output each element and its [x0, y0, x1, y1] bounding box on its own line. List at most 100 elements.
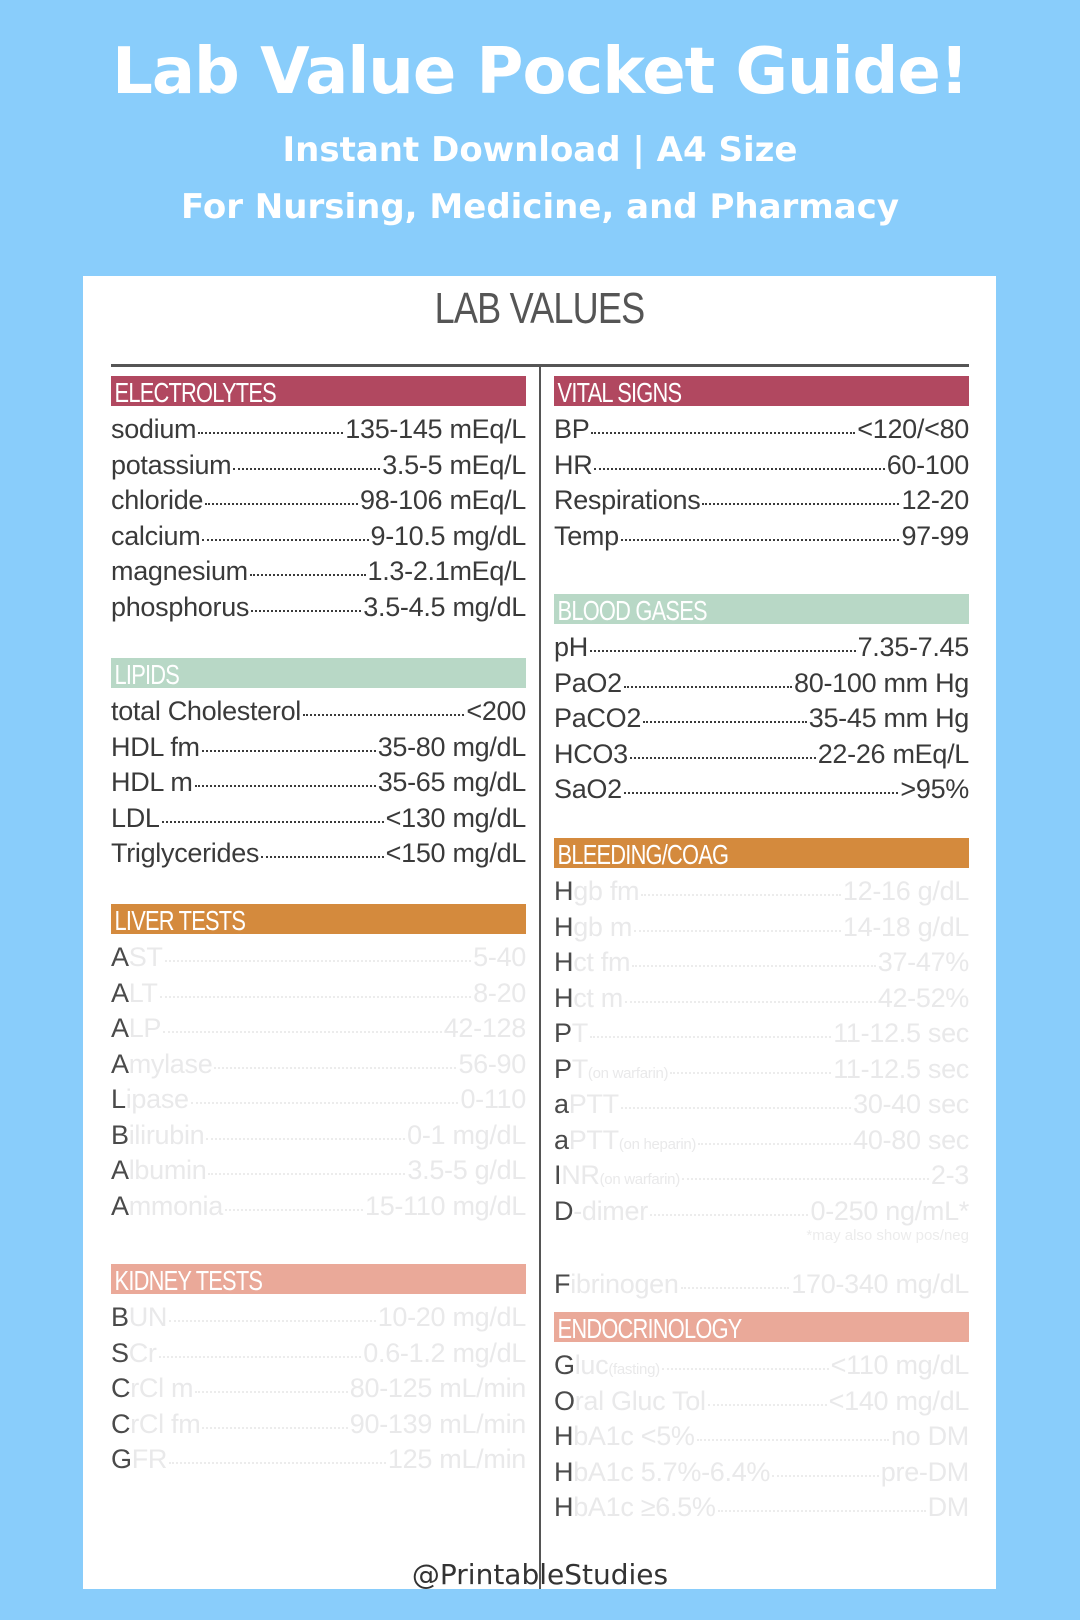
lab-row: Ammonia 15-110 mg/dL [111, 1191, 526, 1227]
dot-leader [623, 685, 793, 688]
section-bleeding-coag: BLEEDING/COAG Hgb fm 12-16 g/dL Hgb m 14-18 … [554, 838, 969, 1305]
lab-row: aPTT 30-40 sec [554, 1089, 969, 1125]
dot-leader [205, 503, 358, 505]
lab-row: Temp 97-99 [554, 521, 969, 557]
section-endocrinology: ENDOCRINOLOGY Gluc (fasting) <110 mg/dL Ora… [554, 1312, 969, 1528]
lab-label: HDL fm [111, 731, 200, 762]
lab-value: 90-139 mL/min [349, 1408, 527, 1439]
dot-leader [169, 1462, 386, 1464]
lab-value: 35-80 mg/dL [377, 731, 527, 762]
lab-row: Bilirubin 0-1 mg/dL [111, 1120, 526, 1156]
lab-label: SaO2 [554, 774, 622, 804]
section-rows: AST 5-40 ALT 8-20 ALP 42-128 Amylase 56-90 Lipas… [111, 942, 526, 1226]
lab-value: 3.5-4.5 mg/dL [363, 591, 526, 622]
lab-label: Fibrinogen [554, 1269, 679, 1299]
lab-value: 11-12.5 sec [833, 1053, 969, 1084]
lab-value: 2-3 [930, 1160, 969, 1190]
lab-label: BUN [111, 1302, 168, 1332]
dot-leader [623, 792, 899, 794]
lab-label: ALT [111, 977, 158, 1008]
dot-leader [620, 538, 900, 541]
dot-leader [161, 820, 384, 823]
lab-row: phosphorus 3.5-4.5 mg/dL [111, 592, 526, 628]
lab-value: 10-20 mg/dL [377, 1302, 527, 1332]
lab-label: Hgb fm [554, 876, 640, 906]
dot-leader [661, 1368, 829, 1370]
lab-row: AST 5-40 [111, 942, 526, 978]
lab-row: Fibrinogen 170-340 mg/dL [554, 1269, 969, 1305]
section-header-label: ELECTROLYTES [114, 377, 277, 406]
lab-qualifier: (on heparin) [618, 1135, 697, 1153]
dot-leader [194, 785, 376, 787]
lab-label: aPTT [554, 1089, 619, 1119]
lab-value: 9-10.5 mg/dL [370, 520, 527, 551]
lab-value: 0-110 [460, 1084, 526, 1114]
lab-label: magnesium [111, 556, 248, 586]
lab-value: 42-128 [443, 1013, 527, 1043]
section-kidney-tests: KIDNEY TESTS BUN 10-20 mg/dL SCr 0.6-1.2 mg/… [111, 1264, 526, 1480]
dot-leader [206, 1137, 406, 1140]
lab-row: PaCO2 35-45 mm Hg [554, 703, 969, 739]
lab-label: LDL [111, 802, 160, 833]
lab-row: Triglycerides <150 mg/dL [111, 838, 526, 874]
lab-row: CrCl m 80-125 mL/min [111, 1373, 526, 1409]
dot-leader [772, 1474, 879, 1477]
lab-label: Lipase [111, 1084, 189, 1114]
lab-row: Amylase 56-90 [111, 1049, 526, 1085]
lab-label: Amylase [111, 1048, 213, 1079]
section-liver-tests: LIVER TESTS AST 5-40 ALT 8-20 ALP 42-128 Amylas… [111, 904, 526, 1226]
lab-label: PaO2 [554, 667, 622, 698]
lab-value: <200 [466, 696, 526, 726]
lab-row: HCO3 22-26 mEq/L [554, 739, 969, 775]
lab-label: Hct fm [554, 947, 631, 977]
lab-row: Gluc (fasting) <110 mg/dL [554, 1350, 969, 1386]
section-header-label: LIVER TESTS [114, 905, 246, 934]
lab-value: 125 mL/min [387, 1444, 526, 1474]
lab-label: HbA1c ≥6.5% [554, 1492, 716, 1522]
lab-label: Albumin [111, 1155, 207, 1185]
lab-label: Hgb m [554, 911, 633, 942]
dot-leader [634, 929, 841, 932]
lab-value: 1.3-2.1mEq/L [367, 556, 527, 586]
section-header: BLEEDING/COAG [554, 838, 969, 868]
lab-row: HDL m 35-65 mg/dL [111, 767, 526, 803]
lab-label: Hct m [554, 982, 623, 1013]
lab-value: 15-110 mg/dL [364, 1190, 526, 1221]
lab-value: 22-26 mEq/L [817, 738, 970, 769]
lab-row: Oral Gluc Tol <140 mg/dL [554, 1386, 969, 1422]
dot-leader [702, 503, 900, 505]
lab-row: BP <120/<80 [554, 414, 969, 450]
dot-leader [198, 432, 344, 434]
lab-row: PT 11-12.5 sec [554, 1018, 969, 1054]
lab-row: PT (on warfarin) 11-12.5 sec [554, 1054, 969, 1090]
dot-leader [717, 1510, 926, 1512]
lab-value: 0-250 ng/mL* [810, 1195, 969, 1226]
lab-value: 35-65 mg/dL [377, 767, 527, 797]
lab-row: Respirations 12-20 [554, 485, 969, 521]
lab-value: 8-20 [473, 977, 526, 1008]
dot-leader [696, 1439, 889, 1441]
dot-leader [670, 1071, 832, 1074]
dot-leader [303, 714, 465, 716]
credit-handle: @PrintableStudies [411, 1558, 669, 1591]
lab-label: phosphorus [111, 591, 250, 622]
lab-label: AST [111, 942, 163, 972]
lab-value: 14-18 g/dL [842, 911, 969, 942]
banner-title: Lab Value Pocket Guide! [112, 35, 969, 109]
lab-value: 0.6-1.2 mg/dL [363, 1337, 526, 1368]
lab-label: chloride [111, 485, 204, 515]
lab-row: SCr 0.6-1.2 mg/dL [111, 1338, 526, 1374]
lab-label: PaCO2 [554, 703, 642, 733]
lab-value: <140 mg/dL [828, 1385, 970, 1416]
dot-leader [169, 1320, 376, 1322]
section-rows: total Cholesterol <200 HDL fm 35-80 mg/dL HD… [111, 696, 526, 874]
lab-value: 3.5-5 g/dL [407, 1155, 526, 1185]
dot-leader [190, 1102, 459, 1104]
lab-row: Lipase 0-110 [111, 1084, 526, 1120]
lab-row: HDL fm 35-80 mg/dL [111, 732, 526, 768]
dot-leader [707, 1403, 827, 1406]
lab-label: INR [554, 1160, 600, 1190]
lab-qualifier: (on warfarin) [587, 1064, 669, 1082]
lab-label: PT [554, 1018, 588, 1048]
lab-row: pH 7.35-7.45 [554, 632, 969, 668]
